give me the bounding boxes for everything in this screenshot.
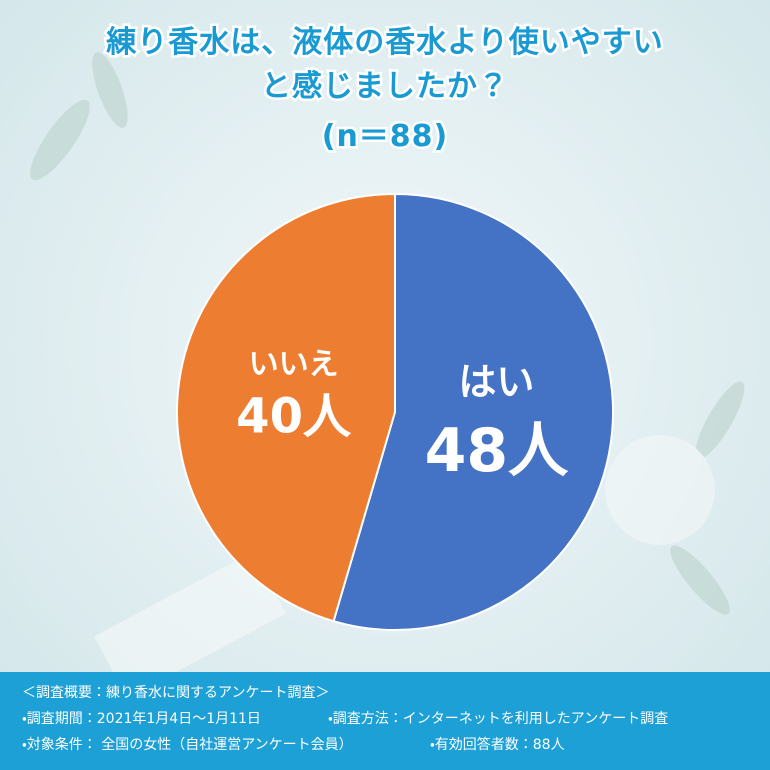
footer-band — [0, 672, 770, 770]
pie: はい 48人 いいえ 40人 — [176, 192, 615, 631]
footnote: ・調査方法：インターネットを利用したアンケート調査 — [328, 711, 668, 727]
pie-slice — [332, 192, 615, 631]
value-label: 48人 — [425, 416, 569, 486]
pie-slice — [176, 192, 396, 623]
chart-title: 練り香水は、液体の香水より使いやすい — [106, 25, 663, 60]
footnote: ・有効回答者数：88人 — [430, 736, 565, 753]
value-label: 40人 — [236, 388, 352, 444]
slice-label: はい — [458, 360, 534, 404]
slice-label: いいえ — [249, 347, 339, 382]
footnote: ・調査期間：2021年1月4日〜1月11日 — [22, 711, 261, 727]
chart-subtitle: (n＝88) — [322, 119, 449, 154]
footnote: ＜調査概要：練り香水に関するアンケート調査＞ — [22, 685, 329, 701]
decoration — [30, 52, 745, 699]
footnote: ・対象条件： 全国の女性（自社運営アンケート会員） — [22, 736, 353, 753]
chart-title: と感じましたか？ — [261, 69, 509, 104]
